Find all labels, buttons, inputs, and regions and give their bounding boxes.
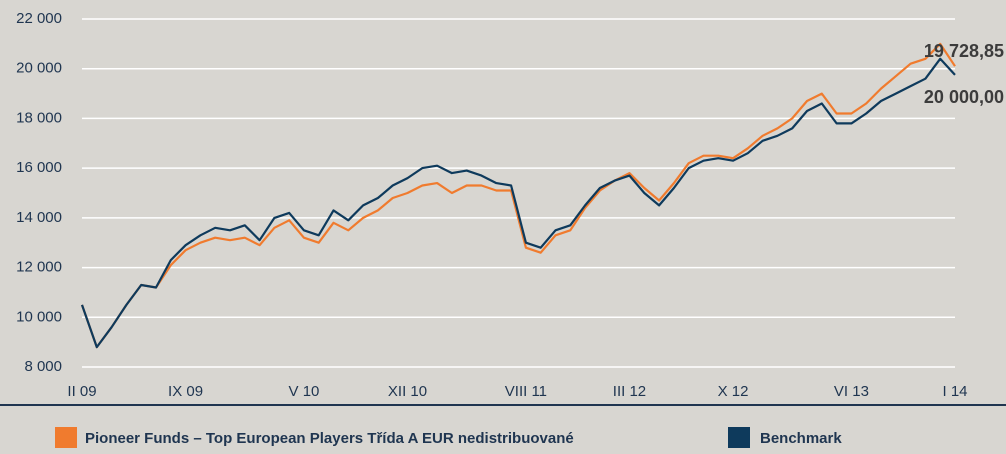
y-tick-label: 12 000 bbox=[16, 259, 62, 276]
legend-swatch bbox=[55, 427, 77, 448]
y-tick-label: 14 000 bbox=[16, 209, 62, 226]
series-line bbox=[80, 42, 956, 349]
annotation: 20 000,00 bbox=[924, 87, 1004, 107]
y-tick-label: 16 000 bbox=[16, 159, 62, 176]
x-tick-label: I 14 bbox=[942, 383, 967, 400]
y-tick-label: 18 000 bbox=[16, 109, 62, 126]
series-line bbox=[80, 57, 956, 349]
x-tick-label: II 09 bbox=[67, 383, 96, 400]
y-tick-label: 22 000 bbox=[16, 10, 62, 27]
x-tick-label: X 12 bbox=[718, 383, 749, 400]
legend-label: Benchmark bbox=[760, 430, 842, 447]
legend-swatch bbox=[728, 427, 750, 448]
x-tick-label: XII 10 bbox=[388, 383, 427, 400]
x-tick-label: IX 09 bbox=[168, 383, 203, 400]
y-tick-label: 10 000 bbox=[16, 308, 62, 325]
annotation: 19 728,85 bbox=[924, 41, 1004, 61]
y-tick-label: 20 000 bbox=[16, 60, 62, 77]
x-tick-label: V 10 bbox=[289, 383, 320, 400]
y-tick-label: 8 000 bbox=[24, 358, 62, 375]
x-tick-label: VI 13 bbox=[834, 383, 869, 400]
legend-label: Pioneer Funds – Top European Players Tří… bbox=[85, 430, 574, 447]
x-tick-label: III 12 bbox=[613, 383, 646, 400]
x-tick-label: VIII 11 bbox=[505, 383, 547, 400]
